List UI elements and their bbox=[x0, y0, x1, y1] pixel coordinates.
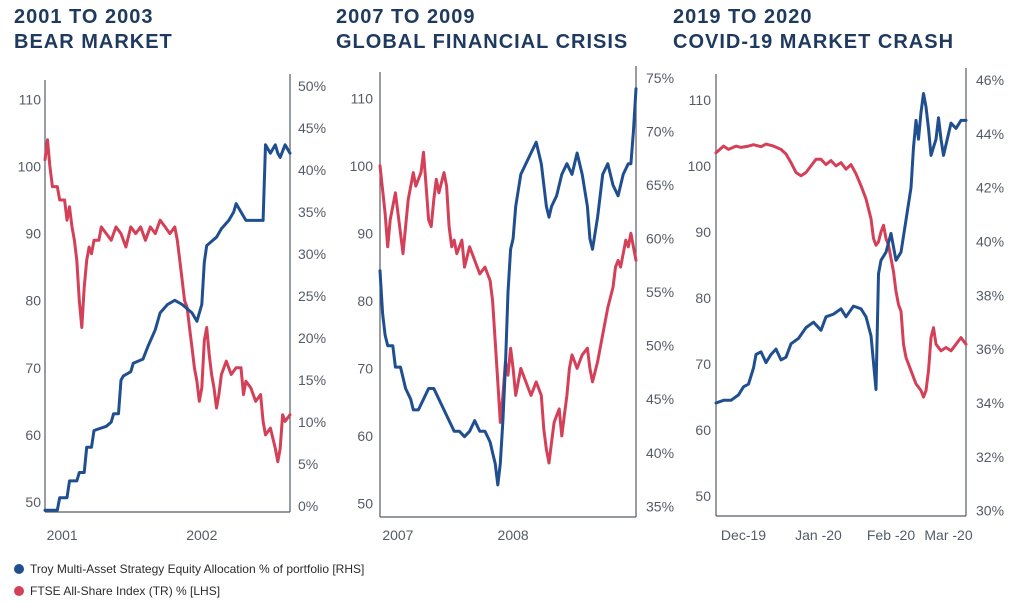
right-tick-label: 30% bbox=[976, 503, 1004, 519]
right-tick-label: 25% bbox=[298, 288, 326, 304]
x-tick-label: 2007 bbox=[382, 527, 413, 543]
left-tick-label: 60 bbox=[25, 427, 41, 443]
x-tick-label: 2008 bbox=[498, 527, 529, 543]
left-tick-label: 100 bbox=[350, 158, 374, 174]
right-tick-label: 34% bbox=[976, 395, 1004, 411]
right-tick-label: 40% bbox=[646, 445, 674, 461]
left-tick-label: 110 bbox=[689, 92, 712, 108]
equity-allocation-series-line bbox=[43, 143, 292, 512]
right-tick-label: 65% bbox=[646, 177, 674, 193]
right-tick-label: 50% bbox=[298, 78, 326, 94]
chart-title: BEAR MARKET bbox=[14, 31, 173, 53]
x-tick-label: 2002 bbox=[186, 527, 217, 543]
left-tick-label: 70 bbox=[695, 356, 711, 372]
chart-title: 2019 TO 2020 bbox=[673, 6, 813, 28]
right-tick-label: 15% bbox=[298, 372, 326, 388]
right-tick-label: 35% bbox=[298, 204, 326, 220]
right-tick-label: 45% bbox=[298, 120, 326, 136]
right-tick-label: 70% bbox=[646, 124, 674, 140]
x-tick-label: 2001 bbox=[47, 527, 78, 543]
left-tick-label: 90 bbox=[25, 226, 41, 242]
right-tick-label: 60% bbox=[646, 231, 674, 247]
right-tick-label: 50% bbox=[646, 338, 674, 354]
x-tick-label: Mar -20 bbox=[924, 527, 972, 543]
chart-title: 2007 TO 2009 bbox=[336, 6, 476, 28]
right-tick-label: 46% bbox=[976, 72, 1004, 88]
legend-label: Troy Multi-Asset Strategy Equity Allocat… bbox=[30, 562, 364, 576]
right-tick-label: 42% bbox=[976, 180, 1004, 196]
right-tick-label: 35% bbox=[646, 498, 674, 514]
ftse-series-line bbox=[714, 142, 968, 399]
left-tick-label: 80 bbox=[695, 290, 711, 306]
chart-title: GLOBAL FINANCIAL CRISIS bbox=[336, 31, 628, 53]
x-tick-label: Jan -20 bbox=[795, 527, 842, 543]
chart-title: COVID-19 MARKET CRASH bbox=[673, 31, 954, 53]
chart-title: 2001 TO 2003 bbox=[14, 6, 154, 28]
left-tick-label: 80 bbox=[357, 293, 373, 309]
x-tick-label: Dec-19 bbox=[721, 527, 766, 543]
left-tick-label: 70 bbox=[357, 360, 373, 376]
left-tick-label: 90 bbox=[695, 224, 711, 240]
right-tick-label: 30% bbox=[298, 246, 326, 262]
left-tick-label: 50 bbox=[357, 495, 373, 511]
left-tick-label: 100 bbox=[18, 159, 42, 175]
right-tick-label: 55% bbox=[646, 284, 674, 300]
ftse-series-line bbox=[43, 138, 292, 464]
right-tick-label: 32% bbox=[976, 449, 1004, 465]
left-tick-label: 60 bbox=[695, 422, 711, 438]
ftse-series-line bbox=[378, 150, 638, 465]
right-tick-label: 0% bbox=[298, 498, 318, 514]
left-tick-label: 50 bbox=[695, 488, 711, 504]
left-tick-label: 90 bbox=[357, 225, 373, 241]
equity-allocation-series-line bbox=[378, 87, 638, 487]
left-tick-label: 80 bbox=[25, 293, 41, 309]
equity-allocation-series-line bbox=[714, 92, 968, 405]
right-tick-label: 40% bbox=[976, 233, 1004, 249]
left-tick-label: 50 bbox=[25, 494, 41, 510]
right-tick-label: 40% bbox=[298, 162, 326, 178]
x-tick-label: Feb -20 bbox=[867, 527, 915, 543]
left-tick-label: 70 bbox=[25, 360, 41, 376]
left-tick-label: 100 bbox=[688, 158, 712, 174]
legend-marker-equity-allocation bbox=[14, 564, 24, 574]
legend-label: FTSE All-Share Index (TR) % [LHS] bbox=[30, 584, 220, 598]
right-tick-label: 75% bbox=[646, 70, 674, 86]
right-tick-label: 5% bbox=[298, 456, 318, 472]
right-tick-label: 20% bbox=[298, 330, 326, 346]
left-tick-label: 110 bbox=[351, 90, 374, 106]
right-tick-label: 38% bbox=[976, 287, 1004, 303]
right-tick-label: 44% bbox=[976, 126, 1004, 142]
right-tick-label: 10% bbox=[298, 414, 326, 430]
left-tick-label: 110 bbox=[19, 91, 42, 107]
legend-marker-ftse bbox=[14, 586, 24, 596]
left-tick-label: 60 bbox=[357, 428, 373, 444]
right-tick-label: 45% bbox=[646, 391, 674, 407]
right-tick-label: 36% bbox=[976, 341, 1004, 357]
